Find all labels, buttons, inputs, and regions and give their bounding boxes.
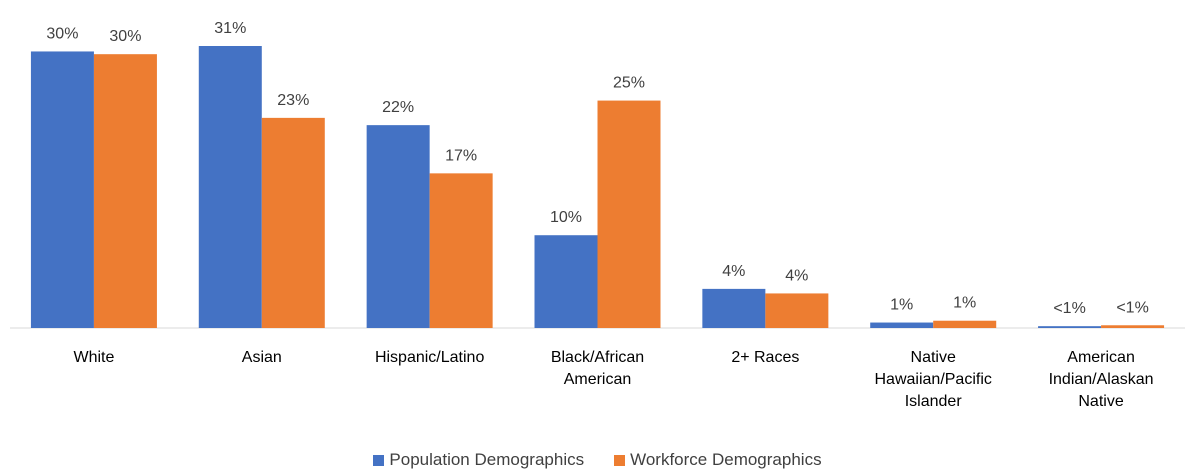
bar xyxy=(534,235,598,328)
bar xyxy=(597,100,661,328)
value-label: 30% xyxy=(109,28,141,45)
bar xyxy=(765,293,829,328)
legend-item: Workforce Demographics xyxy=(614,450,822,470)
value-label: 23% xyxy=(277,92,309,109)
value-label: 4% xyxy=(785,267,808,284)
bar xyxy=(30,51,94,328)
value-label: <1% xyxy=(1053,300,1085,317)
bar xyxy=(93,54,157,328)
legend-label: Population Demographics xyxy=(389,450,585,469)
bar xyxy=(366,125,430,328)
x-tick-label: American Indian/Alaskan Native xyxy=(1048,349,1154,410)
legend-swatch xyxy=(614,454,626,466)
value-label: 22% xyxy=(382,99,414,116)
bar xyxy=(429,173,493,328)
value-label: 25% xyxy=(613,75,645,92)
x-tick-label: Asian xyxy=(241,349,282,366)
legend-item: Population Demographics xyxy=(373,450,584,470)
legend-label: Workforce Demographics xyxy=(630,450,822,469)
value-label: 30% xyxy=(46,25,78,42)
x-tick-label: White xyxy=(73,349,115,366)
bar xyxy=(1101,325,1165,328)
legend: Population Demographics Workforce Demogra… xyxy=(0,450,1195,470)
value-label: 17% xyxy=(445,147,477,164)
bar xyxy=(1038,326,1102,328)
bar xyxy=(870,322,934,328)
value-label: 1% xyxy=(890,297,913,314)
x-tick-label: Native Hawaiian/Pacific Islander xyxy=(874,349,992,410)
x-tick-label: 2+ Races xyxy=(731,349,800,366)
bar xyxy=(933,320,997,328)
x-tick-label: Black/African American xyxy=(550,349,645,388)
legend-swatch xyxy=(373,454,385,466)
value-label: 10% xyxy=(550,209,582,226)
value-label: <1% xyxy=(1116,299,1148,316)
x-tick-label: Hispanic/Latino xyxy=(374,349,485,366)
bar xyxy=(198,46,262,328)
value-label: 1% xyxy=(953,295,976,312)
value-label: 31% xyxy=(214,20,246,37)
value-label: 4% xyxy=(722,263,745,280)
bar xyxy=(261,117,325,328)
bar xyxy=(702,288,766,328)
